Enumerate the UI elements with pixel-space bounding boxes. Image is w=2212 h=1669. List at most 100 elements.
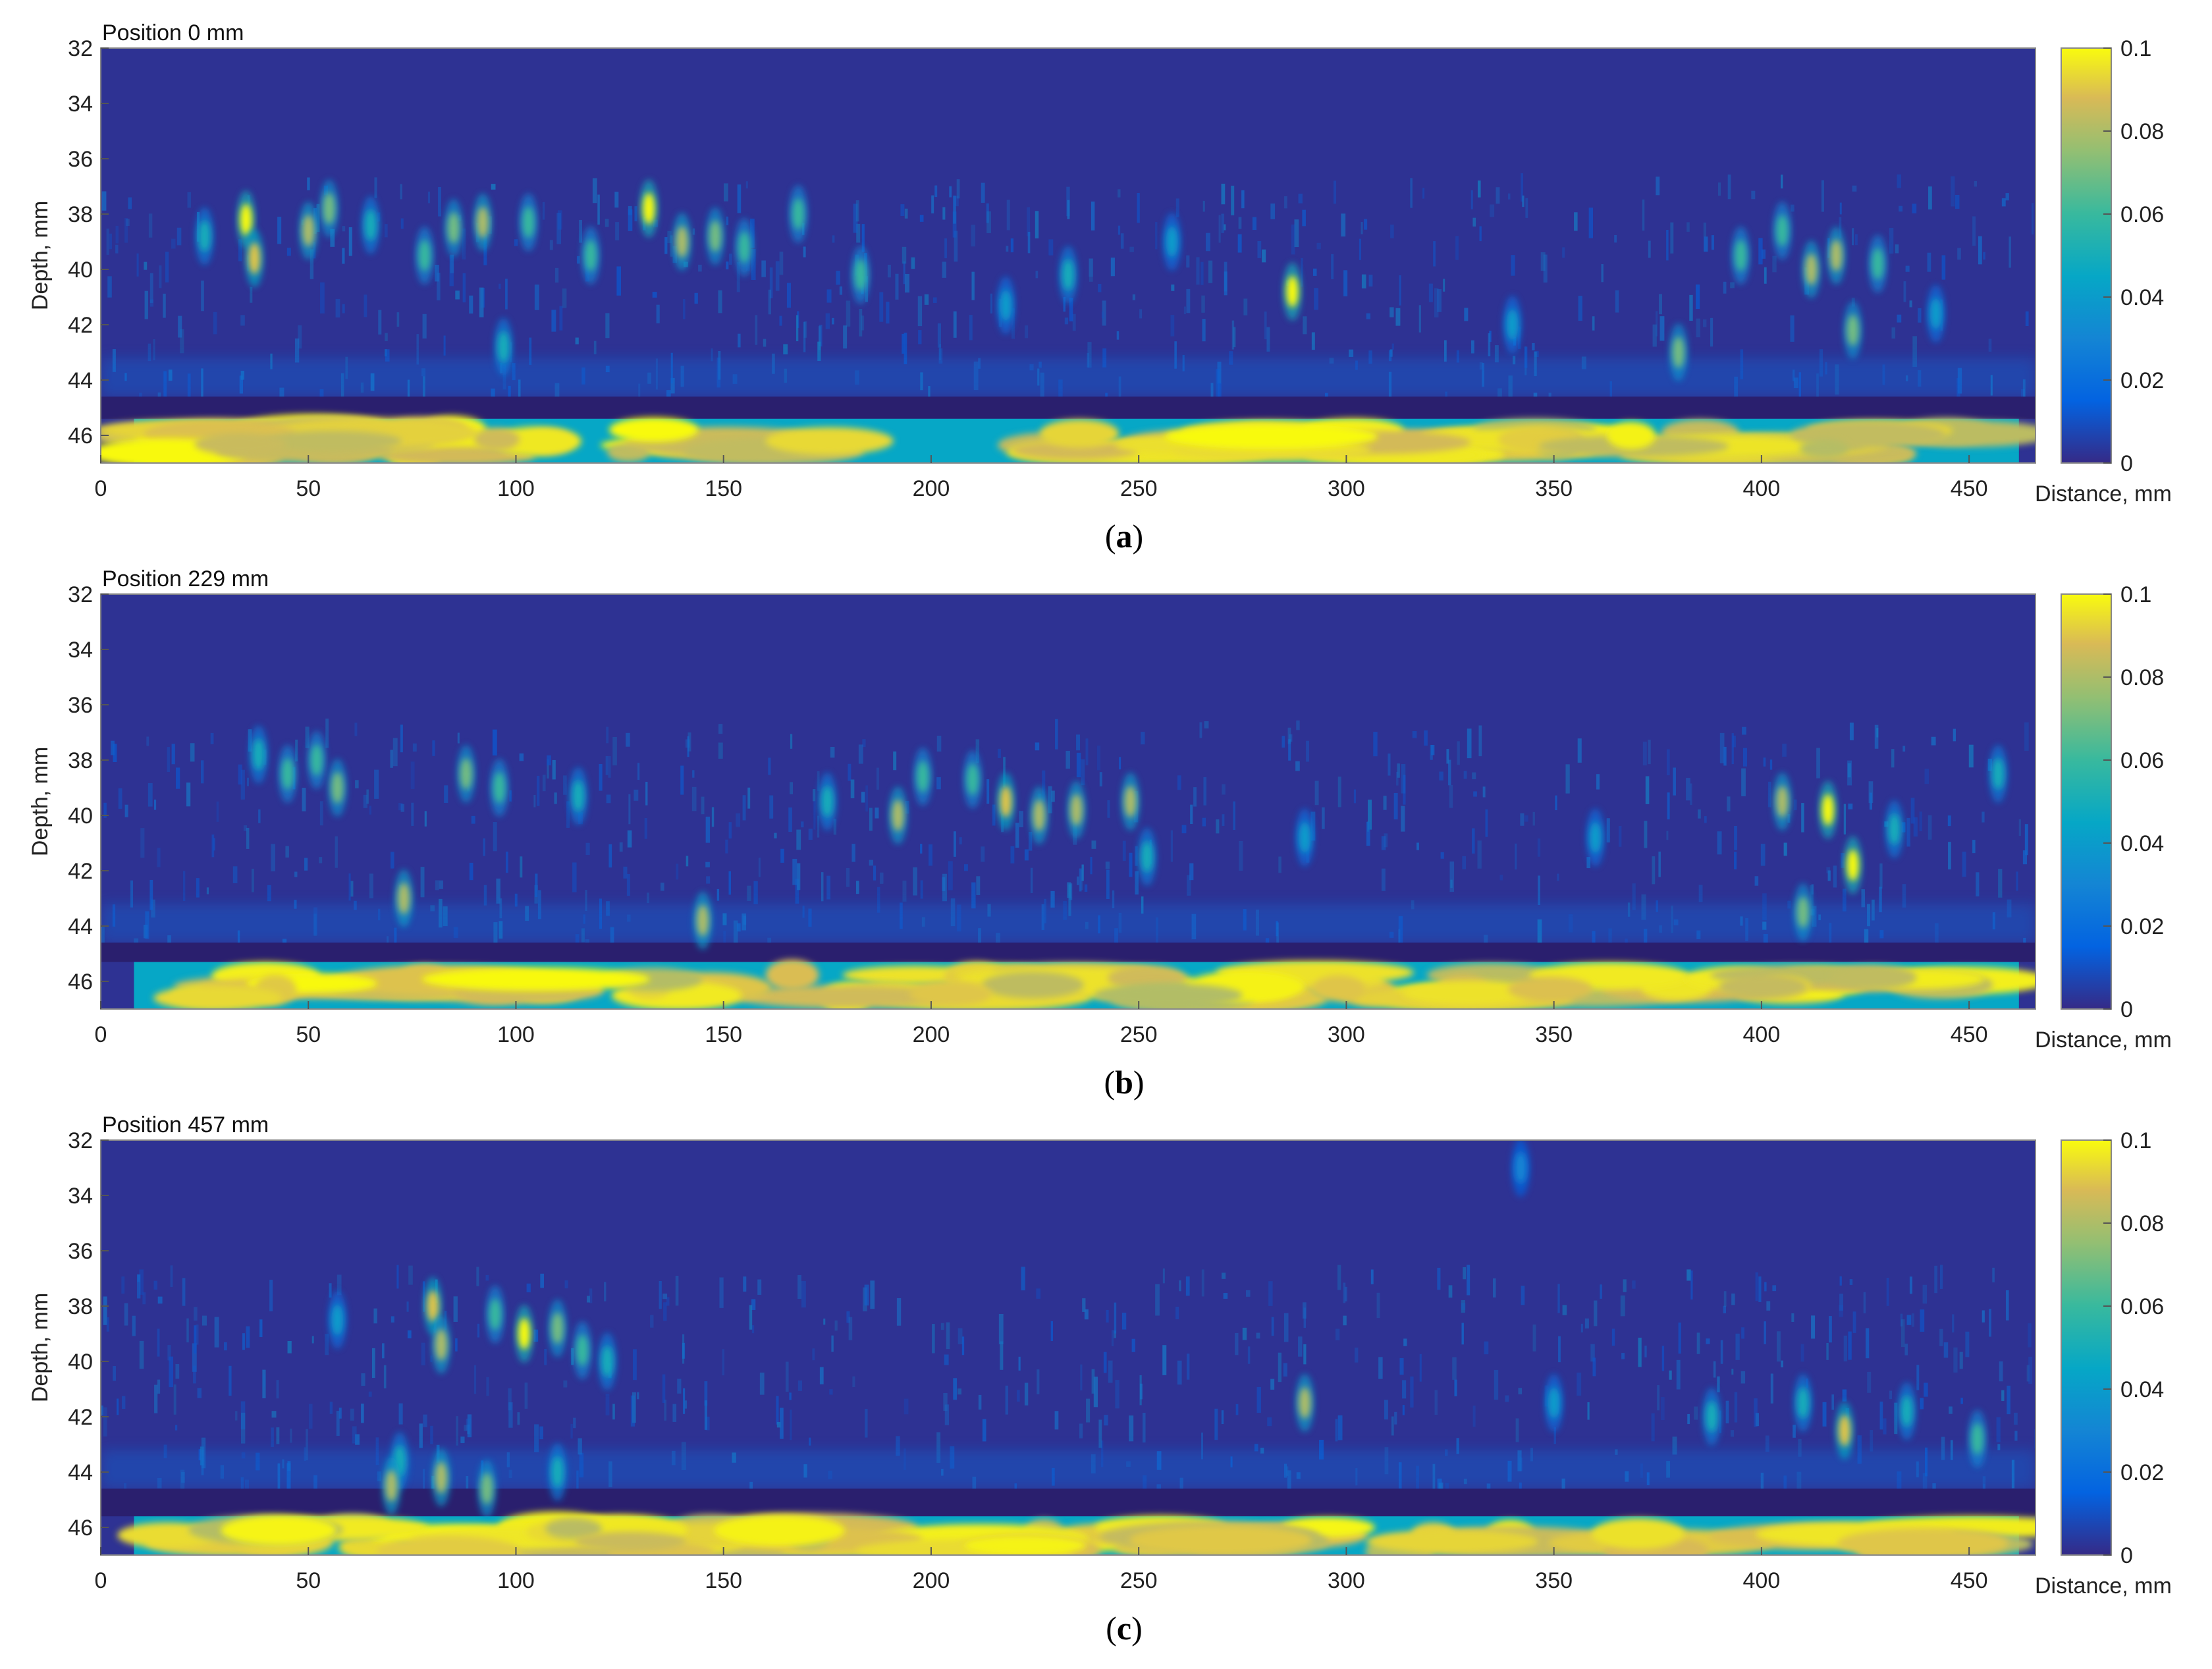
noise-streak: [1644, 821, 1648, 848]
noise-streak: [540, 1273, 545, 1288]
noise-streak: [144, 290, 148, 319]
noise-streak: [1764, 1321, 1766, 1344]
noise-streak: [664, 237, 668, 254]
noise-streak: [755, 315, 758, 345]
noise-streak: [1247, 1346, 1251, 1364]
noise-streak: [954, 231, 958, 262]
noise-streak: [122, 1396, 126, 1409]
noise-streak: [398, 1403, 403, 1425]
backwall-blob: [194, 433, 286, 456]
noise-streak: [1018, 1356, 1021, 1371]
noise-streak: [276, 1427, 280, 1444]
colorbar-tick-label: 0: [2120, 451, 2133, 476]
noise-streak: [776, 1421, 781, 1428]
noise-streak: [1271, 1317, 1274, 1336]
noise-streak: [944, 1354, 949, 1365]
noise-streak: [216, 801, 219, 822]
noise-streak: [719, 1277, 724, 1308]
y-tick-label: 38: [68, 1294, 93, 1319]
noise-streak: [924, 294, 929, 305]
noise-streak: [1842, 1389, 1847, 1402]
noise-streak: [412, 743, 417, 752]
noise-streak: [1826, 867, 1831, 873]
noise-streak: [1965, 1331, 1970, 1357]
noise-streak: [444, 785, 448, 804]
noise-streak: [1368, 350, 1372, 364]
noise-streak: [1443, 340, 1447, 362]
noise-streak: [990, 293, 992, 314]
y-tick-label: 40: [68, 1350, 93, 1375]
noise-streak: [1303, 1307, 1307, 1328]
noise-streak: [1897, 314, 1902, 323]
noise-streak: [1952, 1314, 1955, 1333]
noise-streak: [726, 261, 729, 269]
noise-streak: [682, 1342, 686, 1359]
noise-streak: [1642, 199, 1645, 231]
noise-streak: [1463, 1267, 1467, 1280]
y-axis-label: Depth, mm: [28, 1293, 53, 1402]
noise-streak: [1306, 740, 1309, 762]
noise-streak: [1091, 840, 1096, 849]
noise-streak: [753, 881, 758, 904]
reflector-core: [1000, 786, 1012, 817]
noise-streak: [1155, 222, 1158, 250]
noise-streak: [547, 759, 549, 779]
noise-streak: [1201, 1269, 1204, 1297]
noise-streak: [1132, 294, 1136, 300]
noise-streak: [1943, 1342, 1949, 1358]
noise-streak: [483, 885, 487, 906]
noise-streak: [1450, 879, 1453, 888]
noise-streak: [1270, 1379, 1275, 1390]
noise-streak: [589, 1288, 593, 1303]
noise-streak: [599, 763, 603, 791]
reflector-core: [1286, 275, 1299, 308]
noise-streak: [1911, 1313, 1914, 1327]
colorbar-tick-label: 0.02: [2120, 1460, 2164, 1485]
heatmap-plot: [101, 594, 2036, 1009]
noise-streak: [1667, 792, 1670, 820]
noise-streak: [1402, 1405, 1405, 1415]
reflectors: [195, 179, 1945, 381]
noise-streak: [2028, 1323, 2032, 1348]
y-tick-label: 32: [68, 582, 93, 607]
reflector-core: [1515, 1152, 1527, 1184]
noise-streak: [774, 833, 777, 838]
noise-streak: [1111, 1330, 1114, 1347]
noise-streak: [1592, 316, 1595, 331]
noise-streak: [718, 724, 723, 734]
reflector-core: [1124, 786, 1137, 817]
noise-streak: [992, 804, 996, 826]
noise-streak: [1440, 852, 1444, 859]
noise-streak: [1118, 189, 1121, 198]
noise-streak: [390, 750, 393, 768]
noise-streak: [287, 1341, 292, 1354]
noise-streak: [1673, 767, 1676, 796]
noise-streak: [619, 842, 623, 852]
noise-streak: [726, 216, 729, 225]
noise-streak: [834, 1320, 838, 1331]
noise-streak: [716, 889, 720, 901]
noise-streak: [1341, 213, 1346, 237]
noise-streak: [1091, 1369, 1095, 1394]
noise-streak: [1941, 1436, 1945, 1460]
noise-streak: [508, 1402, 513, 1428]
noise-streak: [1446, 749, 1449, 764]
noise-streak: [563, 1380, 568, 1388]
noise-streak: [865, 785, 868, 812]
noise-streak: [645, 781, 648, 806]
noise-streak: [1283, 1313, 1289, 1342]
noise-streak: [982, 1419, 986, 1442]
noise-streak: [319, 857, 323, 863]
noise-streak: [937, 323, 941, 348]
noise-streak: [1525, 198, 1528, 218]
noise-streak: [1015, 823, 1019, 848]
noise-streak: [1177, 775, 1181, 790]
noise-streak: [706, 876, 711, 884]
reflector-core: [854, 259, 867, 291]
noise-streak: [2025, 311, 2029, 327]
noise-streak: [801, 821, 804, 828]
noise-streak: [547, 755, 551, 766]
noise-streak: [998, 1313, 1004, 1344]
noise-streak: [562, 288, 567, 308]
noise-streak: [1233, 327, 1236, 348]
